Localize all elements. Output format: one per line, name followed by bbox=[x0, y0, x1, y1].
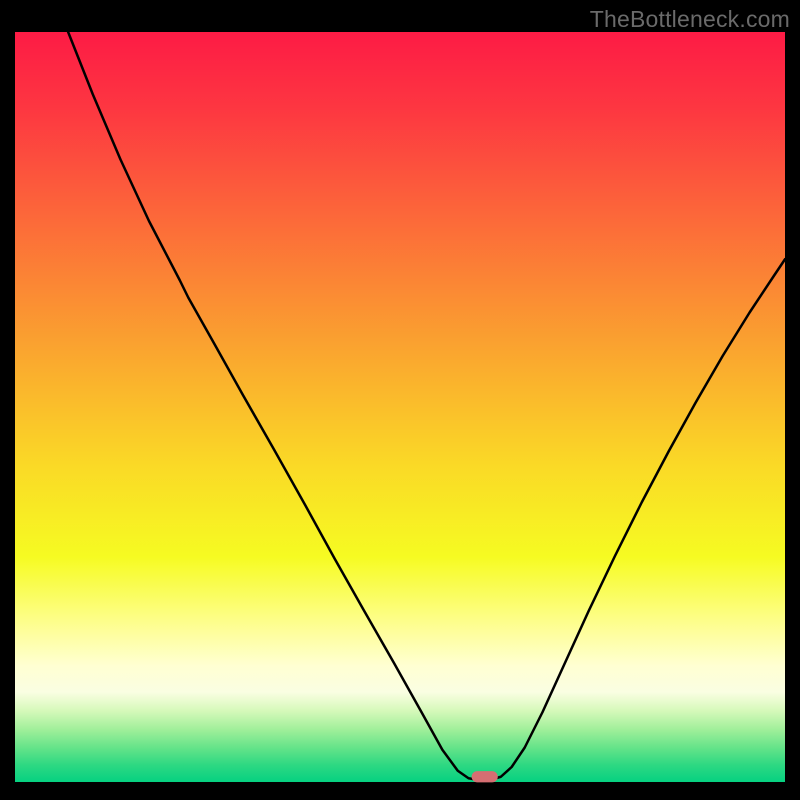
plot-background bbox=[15, 32, 785, 782]
watermark-label: TheBottleneck.com bbox=[590, 6, 790, 33]
optimal-marker bbox=[472, 771, 498, 782]
bottleneck-chart bbox=[0, 0, 800, 800]
